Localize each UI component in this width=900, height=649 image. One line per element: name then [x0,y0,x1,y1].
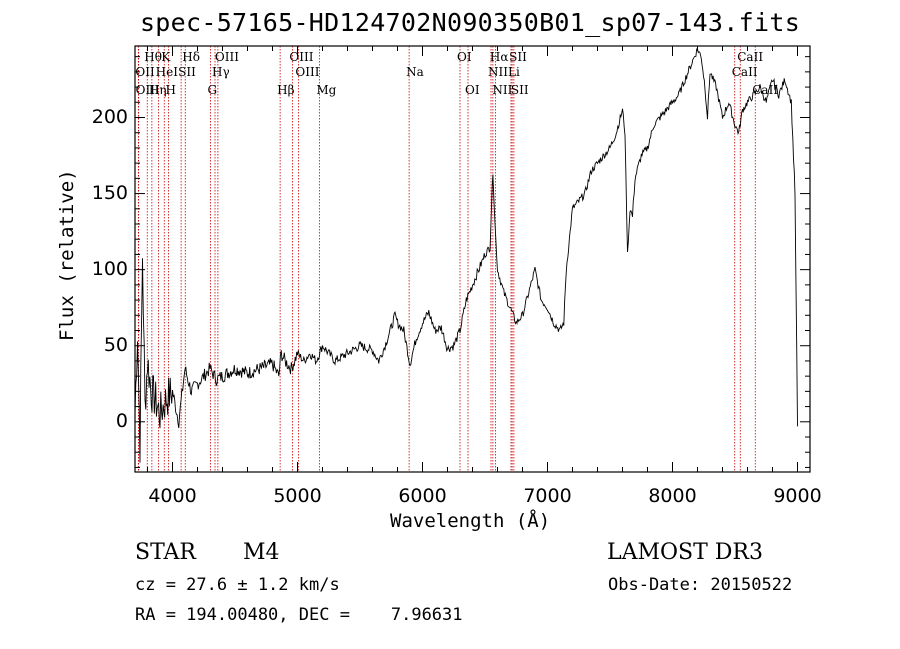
marker-label: Na [406,65,424,79]
observation-date: Obs-Date: 20150522 [608,575,793,595]
line-markers [137,46,756,472]
marker-label: OIII [214,50,239,64]
marker-label: CaII [737,50,764,64]
y-tick-label: 150 [91,181,128,204]
x-axis-label: Wavelength (Å) [390,510,551,532]
marker-label: NII [488,65,508,79]
x-tick-label: 4000 [148,485,197,507]
x-tick-label: 6000 [398,485,447,507]
survey-name: LAMOST DR3 [607,540,763,565]
marker-label: OIII [295,65,320,79]
x-tick-label: 8000 [648,485,697,507]
object-subclass: M4 [243,540,280,565]
spectrum-line [134,48,798,463]
marker-label: K [161,50,171,64]
marker-label: NII [492,83,513,97]
marker-label: Hβ [277,83,295,97]
x-tick-label: 7000 [523,485,572,507]
y-axis-label: Flux (relative) [56,169,78,341]
marker-label: SII [178,65,196,79]
marker-label: OIII [135,83,160,97]
y-tick-label: 100 [91,257,128,280]
marker-label: G [207,83,218,97]
x-tick-label: 9000 [773,485,822,507]
marker-label: OI [465,83,480,97]
spectrum-series [134,48,798,463]
y-tick-label: 200 [91,105,128,128]
marker-label: CaII [752,83,779,97]
marker-label: OIII [289,50,314,64]
marker-label: Hα [489,50,509,64]
marker-label: SII [510,83,529,97]
marker-label: CaII [731,65,758,79]
y-tick-label: 0 [115,409,128,432]
marker-label: Hδ [182,50,200,64]
marker-label: H [165,83,176,97]
marker-label: Hγ [212,65,230,79]
marker-label: OII [135,65,155,79]
redshift-cz: cz = 27.6 ± 1.2 km/s [135,575,340,595]
y-tick-label: 50 [103,333,128,356]
plot-title: spec-57165-HD124702N090350B01_sp07-143.f… [139,8,801,37]
marker-label: Hθ [144,50,162,64]
ra-dec: RA = 194.00480, DEC = 7.96631 [135,605,463,625]
axis-ticks [135,46,810,472]
marker-label: Hη [148,83,167,97]
object-class: STAR [135,540,196,565]
plot-frame [134,45,811,473]
x-tick-label: 5000 [273,485,322,507]
marker-label: HeI [155,65,178,79]
marker-label: SII [509,50,527,64]
marker-label: OI [457,50,472,64]
marker-label: Li [508,65,520,79]
marker-label: Mg [316,83,337,97]
